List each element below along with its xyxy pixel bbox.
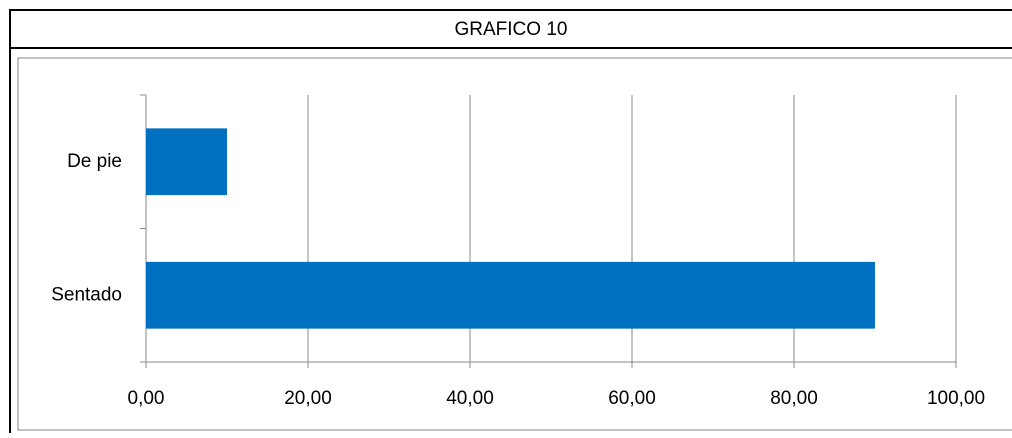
x-tick-label: 20,00 — [284, 388, 332, 409]
bar — [146, 261, 875, 329]
bar — [146, 128, 227, 196]
x-tick-label: 60,00 — [608, 388, 656, 409]
x-tick-label: 80,00 — [770, 388, 818, 409]
frame — [9, 9, 1012, 438]
x-tick-label: 40,00 — [446, 388, 494, 409]
chart-title: GRAFICO 10 — [455, 19, 568, 40]
y-tick-label: Sentado — [51, 284, 122, 305]
plot-frame — [17, 57, 1012, 431]
y-tick-label: De pie — [67, 151, 122, 172]
x-tick-label: 0,00 — [128, 388, 165, 409]
x-tick-label: 100,00 — [927, 388, 985, 409]
